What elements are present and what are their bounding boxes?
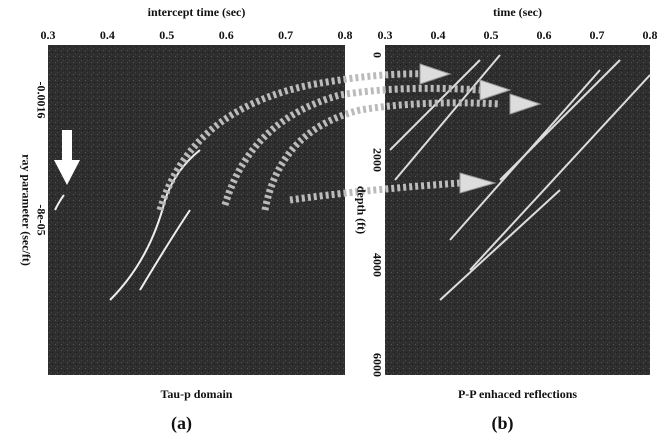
caption: Tau-p domain — [161, 387, 233, 401]
caption: P-P enhaced reflections — [458, 387, 577, 401]
y-tick-label: -0.0016 — [34, 82, 48, 119]
x-tick-label: 0.7 — [278, 28, 293, 42]
x-tick-label: 0.8 — [643, 28, 658, 42]
x-tick-label: 0.3 — [41, 28, 56, 42]
x-tick-label: 0.6 — [537, 28, 552, 42]
x-axis-label: intercept time (sec) — [148, 5, 246, 19]
x-tick-label: 0.7 — [590, 28, 605, 42]
x-tick-label: 0.5 — [159, 28, 174, 42]
arrowheads — [419, 63, 542, 194]
y-tick-label: 6000 — [370, 353, 384, 377]
connectors — [156, 70, 501, 212]
x-tick-label: 0.4 — [431, 28, 446, 42]
depth-image — [385, 45, 650, 375]
x-tick-label: 0.8 — [338, 28, 353, 42]
x-tick-label: 0.5 — [484, 28, 499, 42]
x-axis-label: time (sec) — [493, 5, 542, 19]
y-tick-label: -8e-05 — [34, 204, 48, 235]
y-axis-label: depth (ft) — [354, 186, 368, 234]
events-b — [389, 54, 651, 301]
x-tick-label: 0.3 — [378, 28, 393, 42]
y-tick-label: 0 — [370, 52, 384, 58]
x-tick-label: 0.6 — [219, 28, 234, 42]
y-tick-label: 2000 — [370, 148, 384, 172]
tau-p-image — [48, 45, 345, 375]
y-axis-label: ray parameter (sec/ft) — [19, 154, 33, 266]
y-tick-label: 4000 — [370, 253, 384, 277]
panel-tag: (b) — [492, 413, 514, 434]
panel-tag: (a) — [171, 413, 192, 434]
arrow-marker — [54, 130, 80, 185]
events-a — [54, 149, 201, 301]
x-tick-label: 0.4 — [100, 28, 115, 42]
